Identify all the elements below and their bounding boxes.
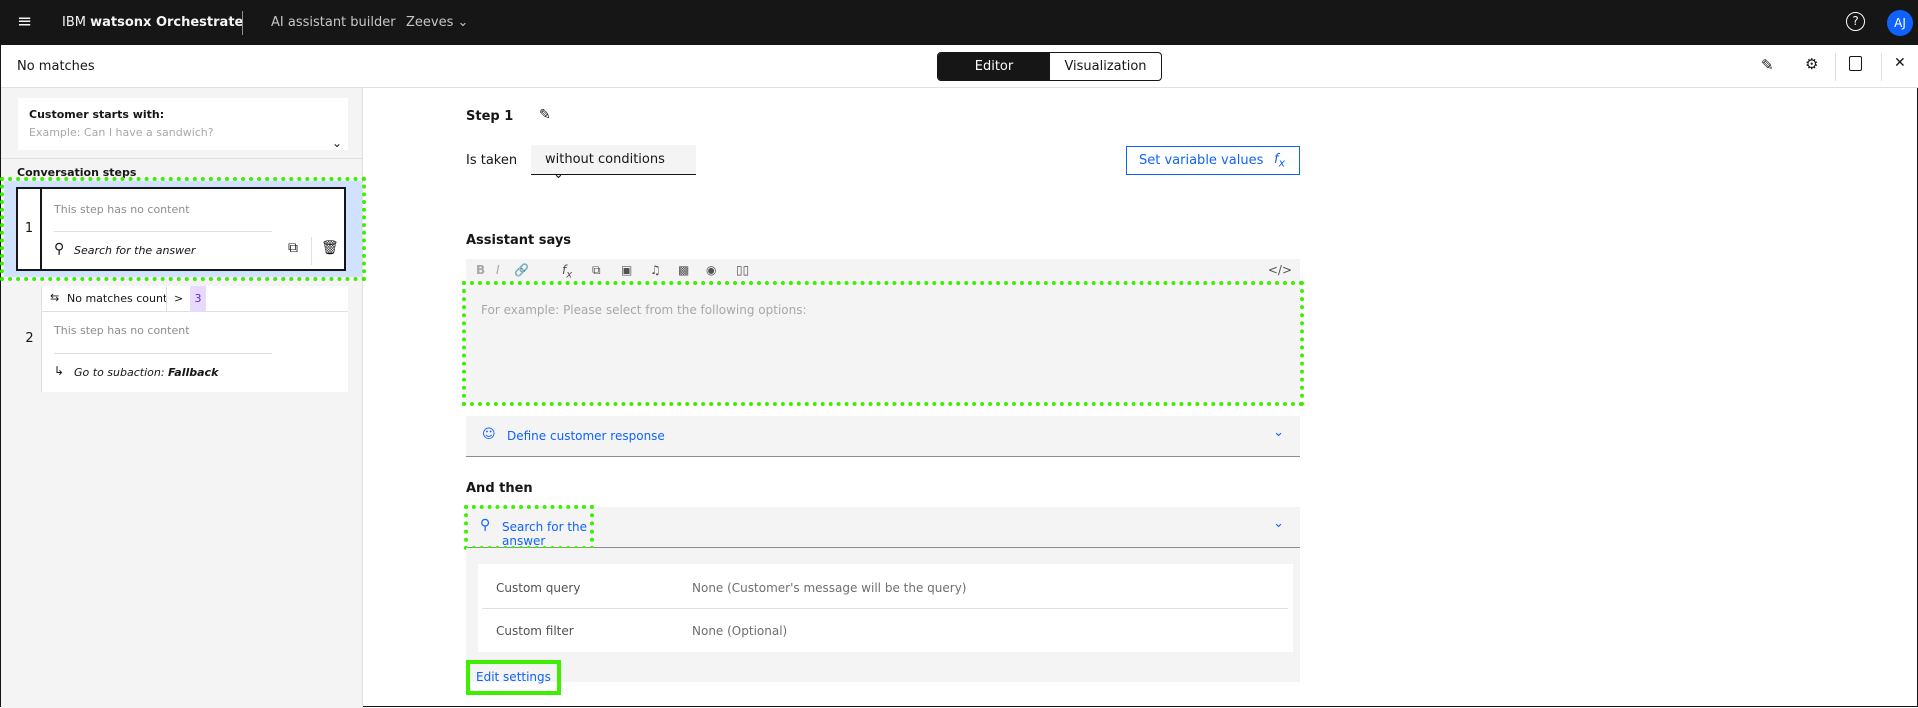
function-icon[interactable]: fx bbox=[562, 263, 573, 281]
step-number: 2 bbox=[18, 286, 42, 392]
step-1[interactable]: 1 This step has no content ⚲ Search for … bbox=[0, 177, 366, 281]
and-then-action: ⚲ Search for the answer bbox=[464, 505, 594, 550]
duplicate-icon[interactable]: ⧉ bbox=[288, 240, 298, 256]
audio-icon[interactable]: ♫ bbox=[650, 263, 661, 277]
columns-icon[interactable]: ▯▯ bbox=[736, 263, 750, 277]
iframe-icon[interactable]: ◉ bbox=[706, 263, 717, 277]
repeat-icon: ⇆ bbox=[50, 291, 60, 304]
delete-icon[interactable]: 🗑 bbox=[321, 240, 339, 256]
bold-button[interactable]: B bbox=[476, 263, 486, 277]
condition-variable: No matches count bbox=[67, 292, 168, 305]
settings-icon[interactable]: ⚙ bbox=[1805, 55, 1819, 73]
define-customer-response[interactable]: ☺ Define customer response ⌄ bbox=[466, 416, 1300, 457]
condition-operator: > bbox=[174, 292, 184, 305]
step-action: Go to subaction: Fallback bbox=[74, 366, 219, 379]
setting-value: None (Optional) bbox=[692, 624, 788, 638]
sub-header: No matches Editor Visualization ✎ ⚙ ✕ bbox=[1, 45, 1918, 88]
page-title: No matches bbox=[17, 59, 95, 74]
assistant-says-label: Assistant says bbox=[466, 233, 572, 248]
customer-starts-label: Customer starts with: bbox=[29, 108, 165, 121]
assistant-switcher[interactable]: Zeeves ⌄ bbox=[406, 15, 469, 30]
divider bbox=[242, 11, 243, 35]
image-icon[interactable]: ▣ bbox=[621, 263, 633, 277]
divider bbox=[166, 286, 167, 312]
divider bbox=[54, 353, 272, 354]
edit-icon[interactable]: ✎ bbox=[1761, 56, 1774, 74]
condition-dropdown[interactable]: without conditions ⌄ bbox=[531, 145, 696, 182]
chevron-down-icon: ⌄ bbox=[457, 15, 469, 30]
sidebar: Customer starts with: Example: Can I hav… bbox=[0, 88, 366, 708]
divider bbox=[1, 158, 363, 159]
setting-label: Custom filter bbox=[496, 624, 574, 638]
edit-step-title-icon[interactable]: ✎ bbox=[539, 107, 551, 123]
chevron-down-icon: ⌄ bbox=[1273, 516, 1284, 531]
is-taken-label: Is taken bbox=[466, 153, 518, 168]
divider bbox=[1881, 53, 1882, 81]
condition-value-badge: 3 bbox=[190, 286, 206, 312]
italic-button[interactable]: I bbox=[496, 263, 500, 277]
link-icon[interactable]: 🔗 bbox=[514, 263, 529, 277]
step-2[interactable]: 2 ⇆ No matches count > 3 This step has n… bbox=[18, 286, 348, 392]
and-then-dropdown[interactable]: ⚲ Search for the answer ⌄ bbox=[464, 505, 1300, 550]
save-icon[interactable] bbox=[1849, 56, 1862, 71]
assistant-message-editor[interactable]: For example: Please select from the foll… bbox=[462, 281, 1304, 406]
edit-settings-link[interactable]: Edit settings bbox=[466, 660, 561, 695]
variable-icon[interactable]: ⧉ bbox=[592, 263, 601, 277]
chevron-down-icon[interactable]: ⌄ bbox=[331, 136, 342, 150]
tab-editor[interactable]: Editor bbox=[938, 53, 1050, 80]
divider bbox=[482, 608, 1288, 609]
and-then-label: And then bbox=[466, 481, 533, 496]
tab-visualization[interactable]: Visualization bbox=[1064, 59, 1147, 74]
subaction-icon: ↳ bbox=[54, 364, 65, 378]
customer-starts-card[interactable]: Customer starts with: Example: Can I hav… bbox=[18, 98, 348, 150]
divider bbox=[311, 237, 312, 265]
setting-label: Custom query bbox=[496, 581, 581, 595]
step-content: This step has no content bbox=[54, 203, 190, 216]
setting-value: None (Customer's message will be the que… bbox=[692, 581, 967, 595]
step-1-card: 1 This step has no content ⚲ Search for … bbox=[16, 187, 346, 271]
step-content: This step has no content bbox=[54, 324, 190, 337]
step-condition[interactable]: ⇆ No matches count > 3 bbox=[42, 286, 348, 312]
help-icon[interactable]: ? bbox=[1846, 12, 1865, 31]
editor-toolbar: B I 🔗 fx ⧉ ▣ ♫ ▩ ◉ ▯▯ </> bbox=[466, 259, 1300, 285]
step-action: Search for the answer bbox=[74, 244, 196, 257]
chevron-down-icon: ⌄ bbox=[553, 167, 564, 182]
close-icon[interactable]: ✕ bbox=[1894, 55, 1906, 71]
customer-starts-placeholder: Example: Can I have a sandwich? bbox=[29, 126, 214, 139]
steps-title: Conversation steps bbox=[17, 166, 137, 179]
search-icon: ⚲ bbox=[480, 517, 491, 533]
section-link[interactable]: AI assistant builder bbox=[271, 15, 396, 30]
divider bbox=[54, 231, 272, 232]
settings-table: Custom query None (Customer's message wi… bbox=[478, 564, 1293, 652]
top-bar: ≡ IBM watsonx Orchestrate AI assistant b… bbox=[1, 1, 1918, 45]
search-icon: ⚲ bbox=[54, 241, 65, 257]
step-number: 1 bbox=[18, 189, 42, 269]
avatar[interactable]: AJ bbox=[1887, 10, 1913, 36]
search-settings-panel: Custom query None (Customer's message wi… bbox=[466, 548, 1300, 695]
step-title: Step 1 bbox=[466, 109, 514, 124]
chevron-down-icon: ⌄ bbox=[1273, 425, 1284, 440]
divider bbox=[1835, 53, 1836, 81]
function-icon: fx bbox=[1274, 152, 1285, 170]
video-icon[interactable]: ▩ bbox=[678, 263, 690, 277]
product-name[interactable]: IBM watsonx Orchestrate bbox=[62, 15, 244, 30]
menu-icon[interactable]: ≡ bbox=[17, 11, 33, 32]
code-icon[interactable]: </> bbox=[1267, 263, 1292, 277]
set-variable-button[interactable]: Set variable values fx bbox=[1126, 146, 1300, 175]
person-icon: ☺ bbox=[482, 427, 496, 442]
view-toggle: Editor Visualization bbox=[937, 52, 1162, 81]
